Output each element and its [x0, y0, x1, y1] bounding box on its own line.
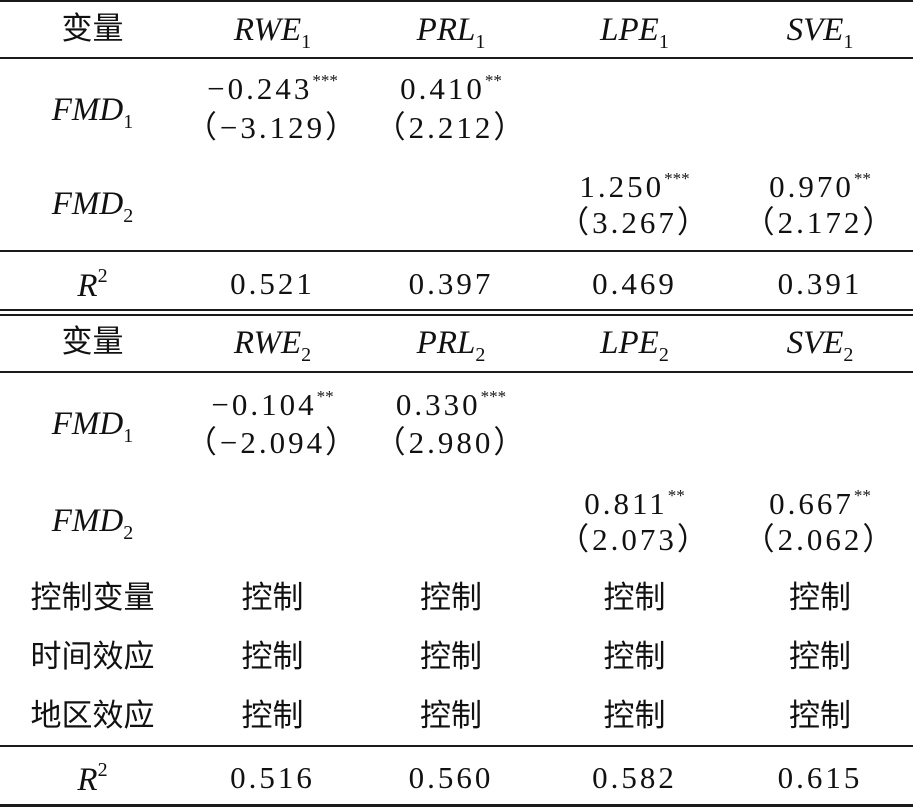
r-squared-value: 0.582: [592, 760, 677, 795]
r2-rule-2: [0, 745, 913, 747]
row-label-fmd2: FMD2: [51, 503, 134, 544]
control-cell: 控制: [603, 698, 666, 734]
r-squared-value: 0.560: [408, 760, 494, 795]
t-stat-cell: （2.212）: [374, 110, 528, 145]
control-cell: 控制: [789, 698, 851, 734]
r-squared-label: R2: [77, 759, 108, 798]
header-col-prl: PRL2: [416, 325, 486, 366]
header-variable-label: 变量: [61, 324, 124, 360]
coef-cell: 0.970**: [769, 169, 871, 204]
coef-cell: −0.243***: [207, 71, 338, 106]
coef-cell: 0.410**: [400, 71, 502, 106]
header-rule-1: [0, 57, 913, 59]
header-col-sve: SVE1: [786, 12, 854, 53]
control-cell: 控制: [789, 639, 851, 675]
panel-divider-bottom: [0, 314, 913, 316]
row-label-time-effects: 时间效应: [30, 639, 155, 675]
header-col-rwe: RWE1: [233, 12, 312, 53]
row-label-controls: 控制变量: [30, 580, 155, 616]
r-squared-value: 0.615: [777, 760, 863, 795]
t-stat-cell: （3.267）: [558, 205, 711, 240]
r2-rule-1: [0, 250, 913, 252]
control-cell: 控制: [420, 639, 482, 675]
header-variable-label: 变量: [61, 11, 124, 47]
row-label-fmd1: FMD1: [51, 406, 134, 447]
control-cell: 控制: [241, 580, 304, 616]
t-stat-cell: （2.073）: [558, 522, 711, 557]
header-col-sve: SVE2: [786, 325, 854, 366]
r-squared-label: R2: [77, 265, 108, 304]
coef-cell: 0.330***: [395, 387, 507, 422]
bottom-rule: [0, 804, 913, 807]
r-squared-value: 0.521: [230, 266, 315, 301]
coef-cell: 1.250***: [579, 169, 690, 204]
panel-divider-top: [0, 309, 913, 311]
top-rule: [0, 0, 913, 2]
t-stat-cell: （2.062）: [743, 522, 897, 557]
control-cell: 控制: [420, 580, 482, 616]
header-col-prl: PRL1: [416, 12, 486, 53]
t-stat-cell: （2.980）: [374, 425, 528, 460]
t-stat-cell: （−3.129）: [185, 110, 360, 145]
r-squared-value: 0.391: [777, 266, 863, 301]
header-col-lpe: LPE1: [600, 12, 669, 53]
control-cell: 控制: [603, 639, 666, 675]
t-stat-cell: （2.172）: [743, 205, 897, 240]
header-col-rwe: RWE2: [233, 325, 312, 366]
control-cell: 控制: [789, 580, 851, 616]
coef-cell: 0.667**: [769, 486, 871, 521]
r-squared-value: 0.397: [408, 266, 494, 301]
row-label-fmd2: FMD2: [51, 186, 134, 227]
r-squared-value: 0.516: [230, 760, 315, 795]
control-cell: 控制: [420, 698, 482, 734]
coef-cell: 0.811**: [584, 486, 685, 521]
r-squared-value: 0.469: [592, 266, 677, 301]
control-cell: 控制: [603, 580, 666, 616]
row-label-region-effects: 地区效应: [30, 698, 155, 734]
t-stat-cell: （−2.094）: [185, 425, 360, 460]
header-rule-2: [0, 371, 913, 373]
coef-cell: −0.104**: [211, 387, 334, 422]
row-label-fmd1: FMD1: [51, 92, 134, 133]
header-col-lpe: LPE2: [600, 325, 669, 366]
control-cell: 控制: [241, 639, 304, 675]
control-cell: 控制: [241, 698, 304, 734]
